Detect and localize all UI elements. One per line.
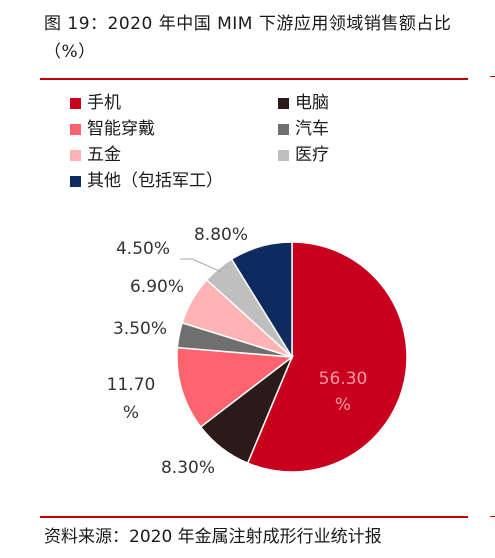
- legend-label: 五金: [87, 145, 121, 165]
- data-label: 6.90%: [130, 277, 184, 297]
- legend-item-phone: 手机: [70, 92, 121, 114]
- data-label: %: [123, 403, 139, 423]
- data-label: 56.30: [319, 369, 368, 389]
- legend-swatch: [70, 175, 81, 187]
- legend-label: 手机: [87, 93, 121, 113]
- legend-swatch: [278, 149, 289, 161]
- source-rule: [40, 516, 468, 518]
- legend-label: 智能穿戴: [87, 119, 155, 139]
- legend-label: 汽车: [295, 119, 329, 139]
- data-label: %: [335, 395, 351, 415]
- legend-item-medical: 医疗: [278, 144, 329, 166]
- data-label: 11.70: [107, 375, 156, 395]
- source-rule-tick: [490, 516, 495, 517]
- legend-item-auto: 汽车: [278, 118, 329, 140]
- pie-slice: [230, 241, 293, 360]
- legend-label: 医疗: [295, 145, 329, 165]
- legend-item-other: 其他（包括军工）: [70, 170, 223, 192]
- legend-label: 电脑: [295, 93, 329, 113]
- legend-item-wearable: 智能穿戴: [70, 118, 155, 140]
- title-rule: [40, 78, 468, 80]
- legend-swatch: [70, 97, 81, 109]
- data-label: 8.30%: [161, 458, 215, 478]
- pie-slice: [176, 346, 295, 428]
- legend-swatch: [70, 149, 81, 161]
- chart-title: 图 19：2020 年中国 MIM 下游应用领域销售额占比（%）: [44, 14, 452, 62]
- data-label: 4.50%: [116, 239, 170, 259]
- legend-swatch: [278, 123, 289, 135]
- title-rule-tick: [490, 76, 495, 77]
- data-label: 8.80%: [194, 225, 248, 245]
- legend-label: 其他（包括军工）: [87, 171, 223, 191]
- source-note: 资料来源：2020 年金属注射成形行业统计报: [44, 527, 382, 547]
- legend-item-hardware: 五金: [70, 144, 121, 166]
- leader-line: [180, 258, 222, 273]
- pie-slice: [246, 241, 408, 473]
- legend-swatch: [70, 123, 81, 135]
- legend-item-computer: 电脑: [278, 92, 329, 114]
- data-label: 3.50%: [113, 319, 167, 339]
- legend-swatch: [278, 97, 289, 109]
